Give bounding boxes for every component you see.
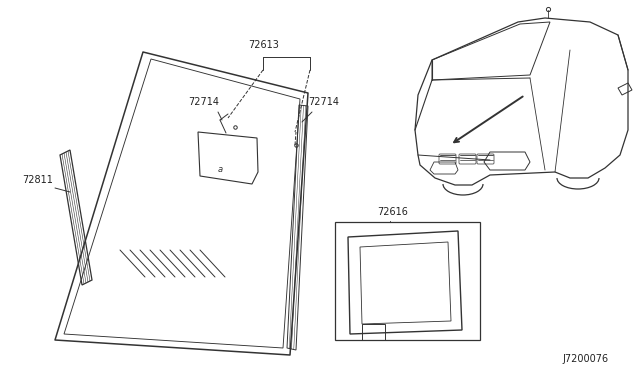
Text: a: a: [218, 165, 223, 174]
Text: 72616: 72616: [377, 207, 408, 217]
Text: 72811: 72811: [22, 175, 53, 185]
Text: 72714: 72714: [308, 97, 339, 107]
Bar: [335, 222, 480, 340]
Text: 72714: 72714: [188, 97, 219, 107]
Text: 72613: 72613: [248, 40, 279, 50]
Text: J7200076: J7200076: [562, 354, 608, 364]
